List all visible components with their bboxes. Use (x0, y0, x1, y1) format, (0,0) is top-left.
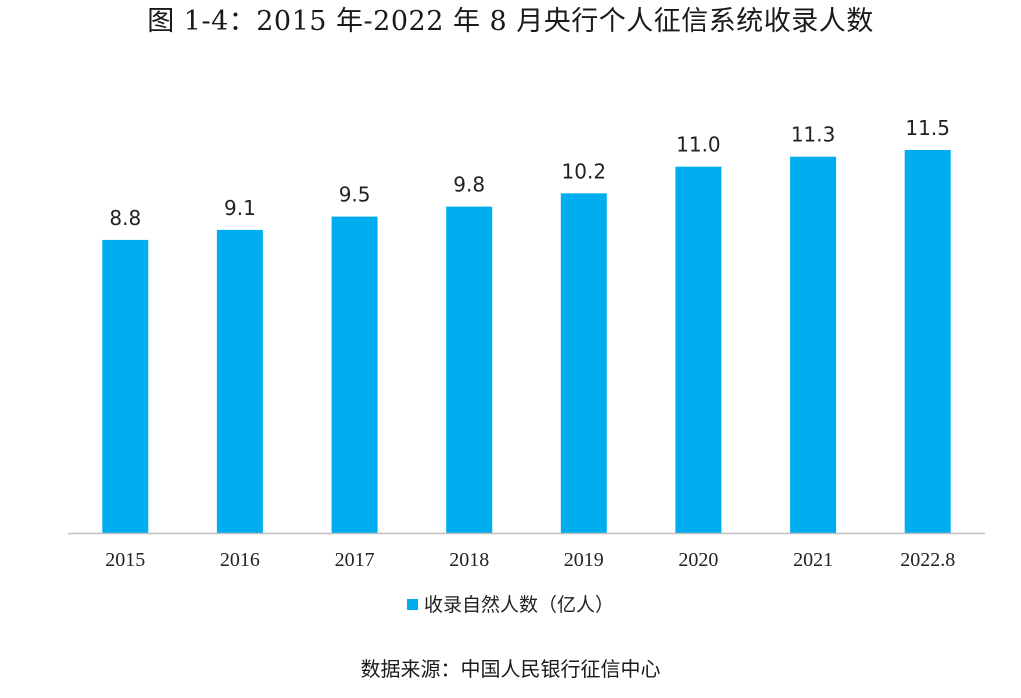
x-tick-label-2020: 2020 (678, 549, 718, 571)
data-label-2020: 11.0 (676, 133, 721, 157)
chart-legend: 收录自然人数（亿人） (0, 590, 1021, 620)
data-label-2022.8: 11.5 (905, 116, 950, 140)
data-label-2018: 9.8 (453, 173, 485, 197)
data-label-2021: 11.3 (791, 123, 836, 147)
x-tick-label-2015: 2015 (105, 549, 145, 571)
data-label-2017: 9.5 (339, 183, 371, 207)
bar-2022.8 (904, 150, 951, 533)
legend-label: 收录自然人数（亿人） (423, 594, 614, 616)
data-label-2019: 10.2 (562, 159, 607, 183)
bar-2020 (675, 166, 722, 533)
legend-swatch (406, 598, 418, 610)
x-tick-label-2017: 2017 (335, 549, 375, 571)
bar-chart: 8.8 2015 9.1 2016 9.5 2017 9.8 2018 10.2 2019 11.0… (68, 116, 985, 571)
bar-2016 (216, 229, 263, 533)
x-tick-label-2016: 2016 (220, 549, 260, 571)
chart-title: 图 1-4：2015 年-2022 年 8 月央行个人征信系统收录人数 (147, 6, 874, 37)
bar-2015 (102, 239, 149, 533)
data-source-note: 数据来源：中国人民银行征信中心 (360, 657, 661, 681)
x-tick-label-2019: 2019 (564, 549, 604, 571)
x-tick-label-2022.8: 2022.8 (900, 549, 955, 571)
bar-2018 (446, 206, 493, 533)
data-label-2016: 9.1 (224, 196, 256, 220)
bar-2017 (331, 216, 378, 533)
data-label-2015: 8.8 (109, 206, 141, 230)
bar-2019 (560, 193, 607, 534)
x-tick-label-2021: 2021 (793, 549, 833, 571)
x-tick-label-2018: 2018 (449, 549, 489, 571)
bar-2021 (790, 156, 837, 533)
